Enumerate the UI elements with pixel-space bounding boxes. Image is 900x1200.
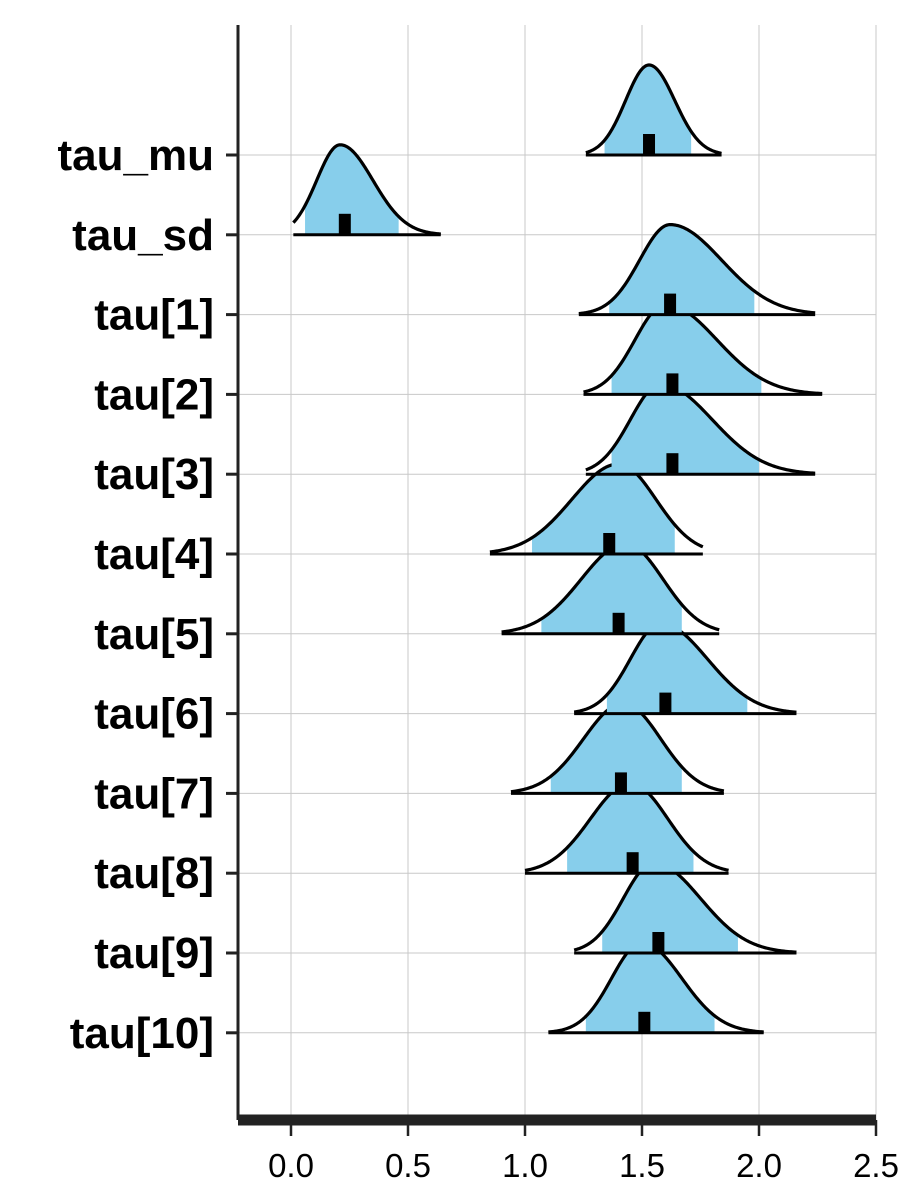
axis-layer: [226, 25, 878, 1136]
y-tick-label: tau[6]: [94, 690, 214, 739]
y-tick-label: tau[4]: [94, 530, 214, 579]
ridge-outline: [573, 861, 797, 954]
y-tick-label: tau_mu: [58, 131, 214, 180]
median-marker: [659, 692, 672, 714]
ridge-fill: [609, 224, 755, 315]
ridge-fill: [550, 703, 682, 794]
x-tick-label: 2.5: [853, 1147, 899, 1184]
y-tick-label: tau_sd: [72, 211, 214, 260]
ridge-tau[1]: [578, 223, 816, 317]
y-tick-label: tau[10]: [70, 1009, 214, 1058]
ridge-outline: [583, 302, 823, 396]
ridge-outline: [585, 63, 723, 155]
ridge-tau[10]: [548, 941, 764, 1035]
ridge-tau[6]: [573, 622, 797, 716]
ridge-tau[3]: [585, 382, 816, 476]
median-marker: [652, 932, 665, 953]
ridge-fill: [606, 623, 748, 714]
ridge-fill: [532, 464, 675, 554]
ridge-tau[7]: [510, 701, 725, 795]
median-marker: [638, 1011, 651, 1033]
median-marker: [626, 852, 639, 874]
median-marker: [612, 612, 625, 634]
ridge-fill: [567, 783, 694, 874]
ridge-fill: [611, 384, 759, 475]
ridge-fill: [602, 863, 738, 953]
ridge-fill: [604, 65, 692, 155]
median-marker: [614, 772, 627, 794]
ridge-tau_mu: [585, 63, 723, 157]
y-tick-label: tau[5]: [94, 610, 214, 659]
ridge-tau_sd: [292, 143, 442, 237]
x-tick-label: 0.5: [385, 1147, 431, 1184]
x-tick-label: 0.0: [268, 1147, 314, 1184]
ridge-fill: [585, 942, 715, 1033]
ridge-tau[8]: [524, 781, 729, 875]
ridge-outline: [585, 382, 816, 475]
y-tick-label: tau[9]: [94, 929, 214, 978]
y-tick-label: tau[3]: [94, 450, 214, 499]
x-tick-label: 1.5: [619, 1147, 665, 1184]
median-marker: [664, 293, 677, 315]
ridge-tau[4]: [489, 462, 704, 556]
median-marker: [666, 453, 679, 475]
label-layer: 0.0 0.5 1.0 1.5 2.0 2.5 tau_mu tau_sd tau[1] tau[…: [58, 131, 899, 1184]
ridge-outline: [578, 223, 816, 316]
median-marker: [643, 134, 656, 155]
y-tick-label: tau[7]: [94, 769, 214, 818]
ridge-layer: [292, 63, 823, 1035]
y-tick-label: tau[2]: [94, 370, 214, 419]
median-marker: [338, 213, 351, 235]
median-marker: [666, 373, 679, 395]
ridge-fill: [541, 543, 682, 634]
median-marker: [603, 533, 616, 554]
x-tick-label: 1.0: [502, 1147, 548, 1184]
y-tick-label: tau[8]: [94, 849, 214, 898]
ridge-fill: [305, 144, 399, 235]
x-tick-label: 2.0: [736, 1147, 782, 1184]
ridge-tau[2]: [583, 302, 823, 396]
ridge-outline: [292, 143, 442, 236]
y-tick-label: tau[1]: [94, 291, 214, 340]
ridge-fill: [611, 304, 762, 395]
ridge-tau[5]: [501, 542, 720, 636]
ridge-tau[9]: [573, 861, 797, 955]
